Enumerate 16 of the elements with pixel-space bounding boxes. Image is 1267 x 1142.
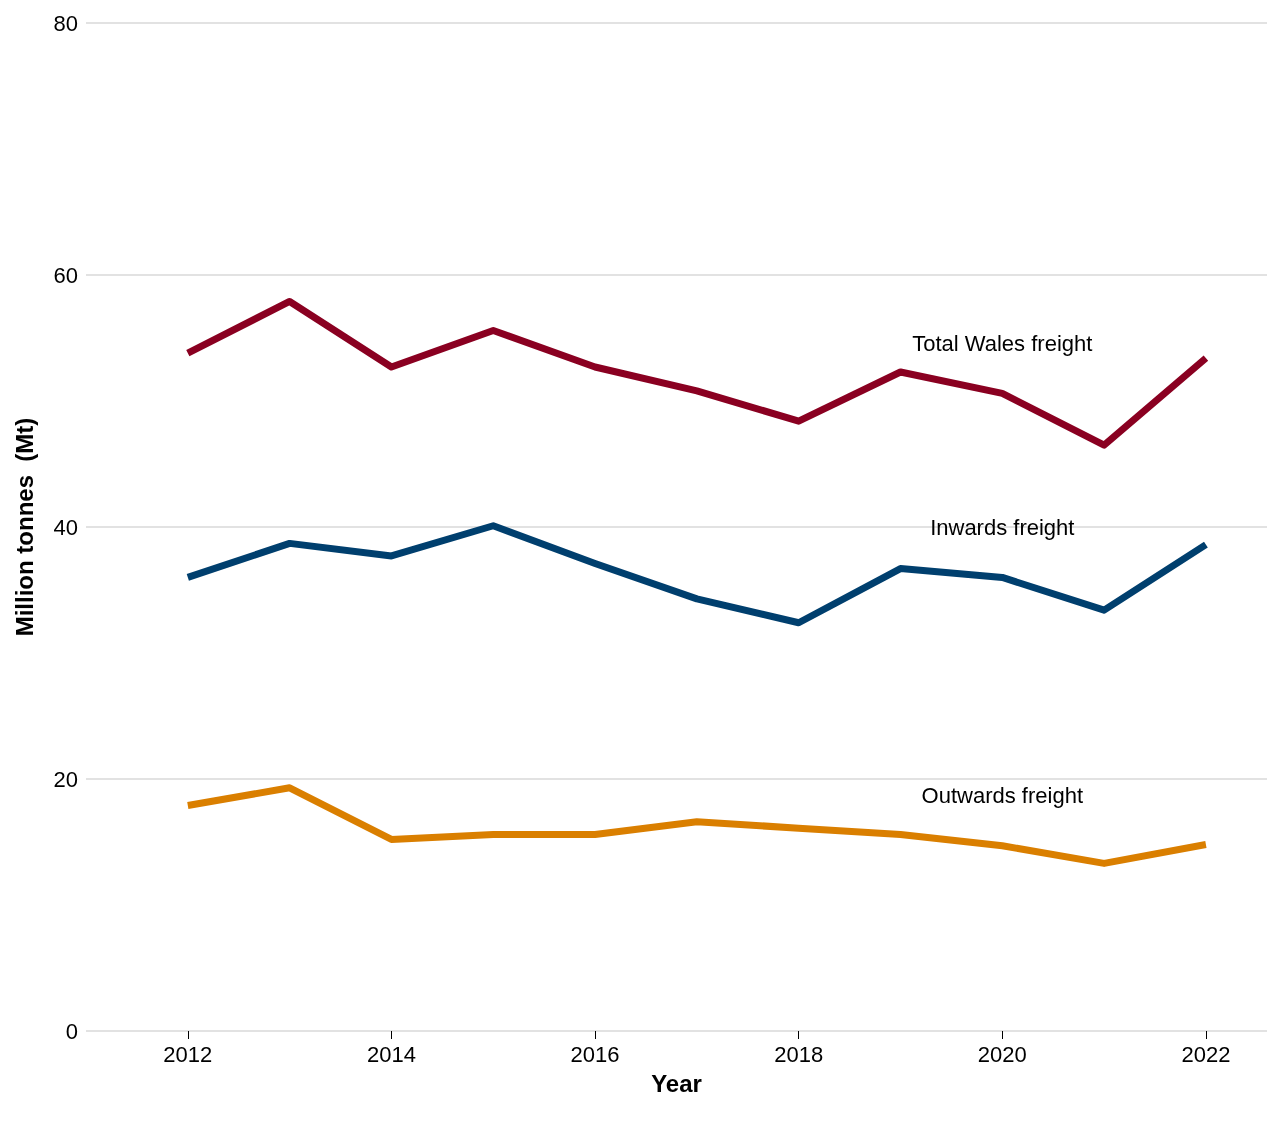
y-tick-label: 60 bbox=[53, 262, 78, 288]
x-tick-label: 2020 bbox=[977, 1041, 1027, 1067]
series-label: Total Wales freight bbox=[912, 330, 1093, 356]
x-tick-label: 2012 bbox=[163, 1041, 213, 1067]
x-tick-label: 2016 bbox=[570, 1041, 620, 1067]
y-tick-label: 80 bbox=[53, 10, 78, 36]
y-axis-title: Million tonnes (Mt) bbox=[10, 417, 38, 637]
x-tick-label: 2018 bbox=[774, 1041, 824, 1067]
y-tick-label: 0 bbox=[65, 1018, 78, 1044]
series-label: Inwards freight bbox=[930, 514, 1075, 540]
series-label: Outwards freight bbox=[921, 783, 1083, 809]
x-tick-label: 2014 bbox=[366, 1041, 416, 1067]
x-axis-title: Year bbox=[651, 1069, 702, 1097]
y-tick-label: 20 bbox=[53, 766, 78, 792]
y-tick-label: 40 bbox=[53, 514, 78, 540]
x-tick-label: 2022 bbox=[1181, 1041, 1231, 1067]
